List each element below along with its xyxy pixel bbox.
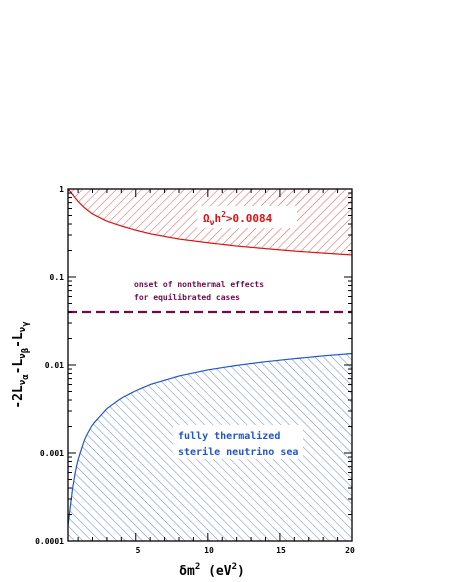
omega-annotation: Ωνh2>0.0084 (203, 210, 273, 227)
thermalization-curve (68, 352, 352, 526)
thermalized-label-bg (173, 425, 303, 459)
y-tick-label: 0.01 (45, 361, 64, 370)
x-tick-label: 20 (345, 546, 355, 555)
y-tick-label: 0.0001 (35, 537, 64, 546)
x-axis-title: δm2 (eV2) (179, 562, 245, 579)
plot-area (68, 189, 352, 541)
onset-annotation-line1: onset of nonthermal effects (134, 280, 264, 289)
onset-annotation-line2: for equilibrated cases (134, 292, 240, 302)
thermalized-annotation-line1: fully thermalized (178, 430, 280, 442)
omega-label-bg (197, 206, 297, 228)
x-tick-label: 10 (204, 546, 214, 555)
axis-ticks (68, 189, 353, 542)
x-tick-label: 5 (136, 546, 141, 555)
y-tick-label: 0.001 (40, 449, 64, 458)
y-tick-label: 0.1 (50, 273, 65, 282)
omega-bound-curve (68, 189, 352, 256)
y-tick-label: 1 (59, 185, 64, 194)
x-tick-label: 15 (276, 546, 286, 555)
thermalized-annotation-line2: sterile neutrino sea (178, 446, 298, 458)
y-axis-title: -2Lνα-Lνβ-Lνγ (11, 321, 31, 409)
